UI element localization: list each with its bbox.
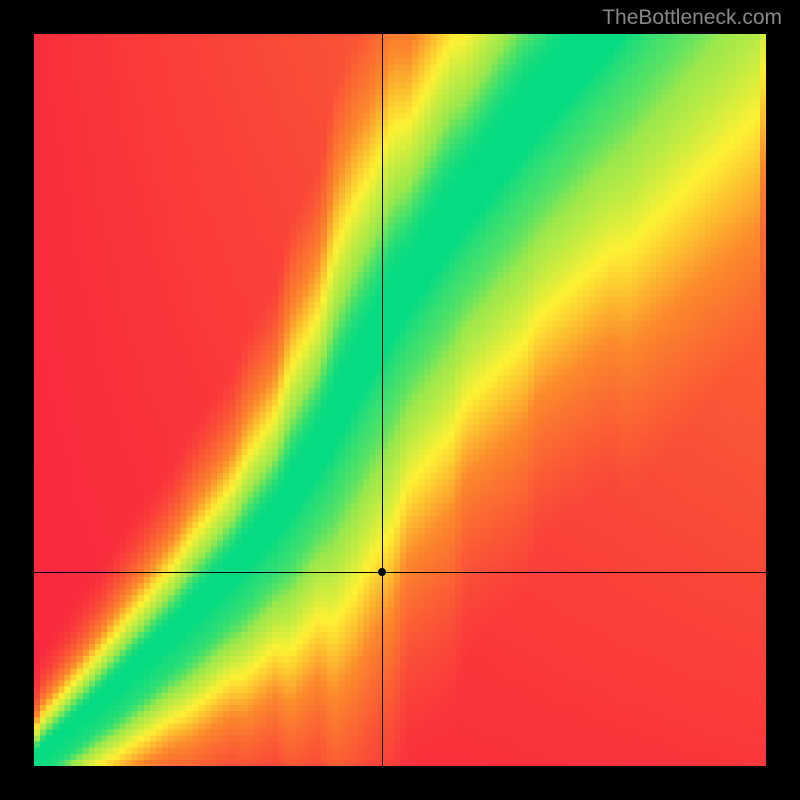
data-marker [378, 568, 386, 576]
crosshair-horizontal [34, 572, 766, 573]
heatmap-canvas [34, 34, 766, 766]
heatmap-plot [34, 34, 766, 766]
chart-container: TheBottleneck.com [0, 0, 800, 800]
watermark-text: TheBottleneck.com [602, 6, 782, 30]
crosshair-vertical [382, 34, 383, 766]
